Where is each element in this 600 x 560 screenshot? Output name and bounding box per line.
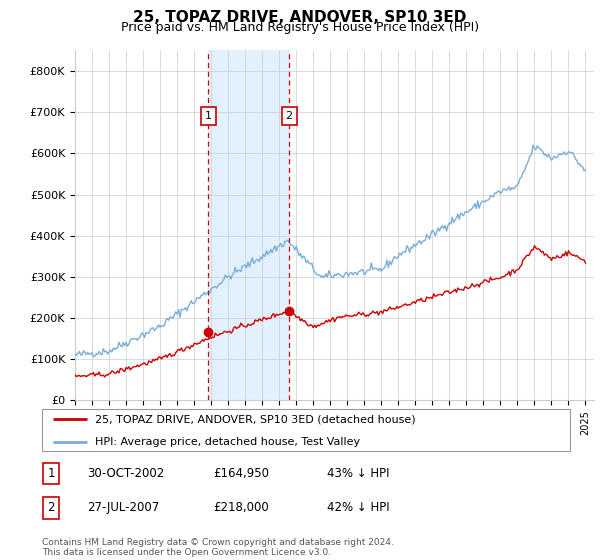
- Text: 2: 2: [286, 111, 293, 122]
- Text: HPI: Average price, detached house, Test Valley: HPI: Average price, detached house, Test…: [95, 437, 360, 446]
- Text: £218,000: £218,000: [213, 501, 269, 515]
- FancyBboxPatch shape: [42, 409, 570, 451]
- Text: 1: 1: [47, 466, 55, 480]
- Text: 27-JUL-2007: 27-JUL-2007: [87, 501, 159, 515]
- Text: Contains HM Land Registry data © Crown copyright and database right 2024.
This d: Contains HM Land Registry data © Crown c…: [42, 538, 394, 557]
- Text: 43% ↓ HPI: 43% ↓ HPI: [327, 466, 389, 480]
- Text: £164,950: £164,950: [213, 466, 269, 480]
- Text: 30-OCT-2002: 30-OCT-2002: [87, 466, 164, 480]
- Text: 1: 1: [205, 111, 212, 122]
- Text: 25, TOPAZ DRIVE, ANDOVER, SP10 3ED (detached house): 25, TOPAZ DRIVE, ANDOVER, SP10 3ED (deta…: [95, 414, 415, 424]
- Text: 42% ↓ HPI: 42% ↓ HPI: [327, 501, 389, 515]
- Text: 2: 2: [47, 501, 55, 515]
- Bar: [208, 50, 289, 400]
- Text: Price paid vs. HM Land Registry's House Price Index (HPI): Price paid vs. HM Land Registry's House …: [121, 21, 479, 34]
- Text: 25, TOPAZ DRIVE, ANDOVER, SP10 3ED: 25, TOPAZ DRIVE, ANDOVER, SP10 3ED: [133, 10, 467, 25]
